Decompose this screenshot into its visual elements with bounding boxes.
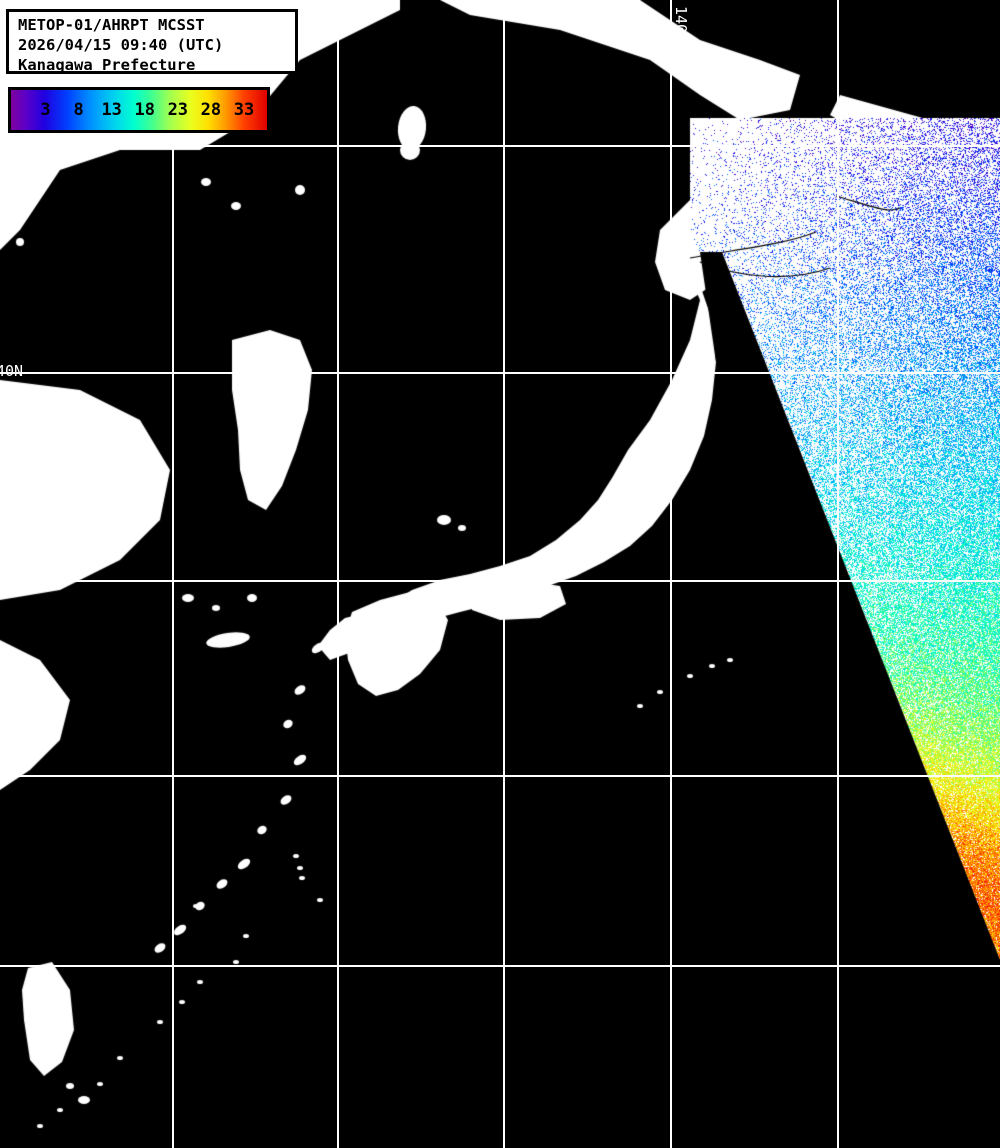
grid-line-latitude-1 bbox=[0, 372, 1000, 374]
grid-line-latitude-2 bbox=[0, 580, 1000, 582]
colorbar-tick-13: 13 bbox=[101, 100, 122, 120]
info-title-line: METOP-01/AHRPT MCSST bbox=[18, 16, 205, 34]
grid-line-longitude-4 bbox=[837, 0, 839, 1148]
latitude-label-40N: 40N bbox=[0, 362, 24, 380]
colorbar-tick-8: 8 bbox=[73, 100, 84, 120]
colorbar-tick-3: 3 bbox=[40, 100, 51, 120]
grid-line-longitude-0 bbox=[172, 0, 174, 1148]
grid-line-latitude-3 bbox=[0, 775, 1000, 777]
grid-line-latitude-4 bbox=[0, 965, 1000, 967]
longitude-label-140E: 140E bbox=[672, 6, 690, 43]
colorbar-tick-33: 33 bbox=[233, 100, 255, 120]
image-info-box: METOP-01/AHRPT MCSST 2026/04/15 09:40 (U… bbox=[6, 9, 298, 74]
colorbar-gradient bbox=[11, 90, 267, 130]
info-datetime-line: 2026/04/15 09:40 (UTC) bbox=[18, 36, 224, 54]
latitude-label-30N: 30N bbox=[0, 758, 24, 776]
grid-line-latitude-0 bbox=[0, 145, 1000, 147]
colorbar-tick-23: 23 bbox=[167, 100, 189, 120]
info-region-line: Kanagawa Prefecture bbox=[18, 56, 196, 74]
colorbar-tick-labels: 3 8 13 18 23 28 33 bbox=[11, 90, 267, 130]
grid-line-longitude-2 bbox=[503, 0, 505, 1148]
colorbar-tick-28: 28 bbox=[200, 100, 222, 120]
sst-colorbar: 3 8 13 18 23 28 33 bbox=[8, 87, 270, 133]
grid-line-longitude-1 bbox=[337, 0, 339, 1148]
colorbar-tick-18: 18 bbox=[134, 100, 155, 120]
grid-line-longitude-3 bbox=[670, 0, 672, 1148]
